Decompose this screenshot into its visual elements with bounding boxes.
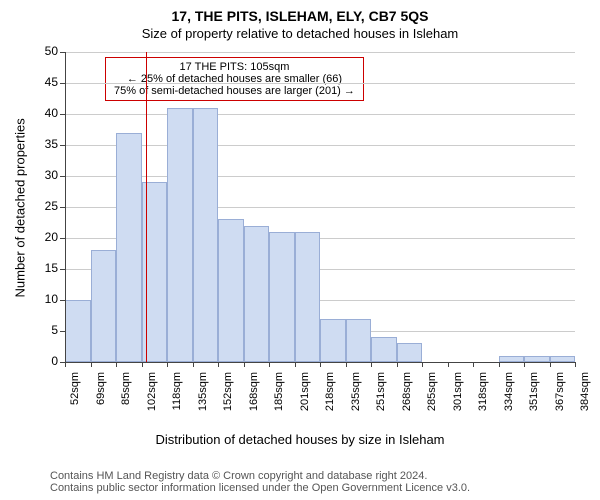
x-tick-label: 285sqm	[426, 372, 438, 422]
x-tick-label: 334sqm	[503, 372, 515, 422]
y-tick-label: 10	[30, 292, 58, 306]
histogram-bar	[295, 232, 321, 362]
y-tick-label: 15	[30, 261, 58, 275]
x-tick-label: 367sqm	[554, 372, 566, 422]
x-tick-label: 301sqm	[452, 372, 464, 422]
x-tick-label: 118sqm	[171, 372, 183, 422]
grid-line	[65, 83, 575, 84]
chart-subtitle: Size of property relative to detached ho…	[0, 24, 600, 41]
x-tick-label: 235sqm	[350, 372, 362, 422]
y-tick-label: 50	[30, 44, 58, 58]
grid-line	[65, 52, 575, 53]
footer-line-1: Contains HM Land Registry data © Crown c…	[50, 470, 470, 482]
y-tick-label: 5	[30, 323, 58, 337]
x-tick-label: 85sqm	[120, 372, 132, 422]
x-tick-label: 69sqm	[95, 372, 107, 422]
histogram-bar	[116, 133, 142, 362]
x-tick-label: 185sqm	[273, 372, 285, 422]
histogram-bar	[371, 337, 397, 362]
x-tick-label: 351sqm	[528, 372, 540, 422]
x-tick-label: 318sqm	[477, 372, 489, 422]
annotation-line-3: 75% of semi-detached houses are larger (…	[114, 85, 355, 97]
y-tick-label: 40	[30, 106, 58, 120]
x-tick-label: 251sqm	[375, 372, 387, 422]
histogram-bar	[218, 219, 244, 362]
histogram-bar	[91, 250, 117, 362]
histogram-bar	[346, 319, 372, 362]
y-tick-label: 45	[30, 75, 58, 89]
footer-line-2: Contains public sector information licen…	[50, 482, 470, 494]
chart-title: 17, THE PITS, ISLEHAM, ELY, CB7 5QS	[0, 0, 600, 24]
histogram-bar	[269, 232, 295, 362]
annotation-box: 17 THE PITS: 105sqm ← 25% of detached ho…	[105, 57, 364, 101]
y-tick-label: 20	[30, 230, 58, 244]
footer-text: Contains HM Land Registry data © Crown c…	[50, 470, 470, 494]
y-tick-label: 25	[30, 199, 58, 213]
x-tick-label: 201sqm	[299, 372, 311, 422]
histogram-bar	[320, 319, 346, 362]
x-tick-label: 135sqm	[197, 372, 209, 422]
grid-line	[65, 114, 575, 115]
x-tick-label: 218sqm	[324, 372, 336, 422]
y-tick-label: 0	[30, 354, 58, 368]
y-tick-label: 35	[30, 137, 58, 151]
y-axis-label: Number of detached properties	[13, 118, 28, 298]
x-tick-label: 152sqm	[222, 372, 234, 422]
y-axis	[65, 52, 66, 362]
x-tick	[575, 362, 576, 367]
annotation-line-1: 17 THE PITS: 105sqm	[114, 61, 355, 73]
marker-line	[146, 52, 147, 362]
histogram-bar	[167, 108, 193, 362]
grid-line	[65, 145, 575, 146]
x-tick-label: 168sqm	[248, 372, 260, 422]
histogram-bar	[244, 226, 270, 362]
x-axis	[65, 362, 575, 363]
histogram-bar	[65, 300, 91, 362]
chart-container: { "title": "17, THE PITS, ISLEHAM, ELY, …	[0, 0, 600, 500]
x-tick-label: 384sqm	[579, 372, 591, 422]
x-axis-label: Distribution of detached houses by size …	[0, 432, 600, 447]
x-tick-label: 102sqm	[146, 372, 158, 422]
grid-line	[65, 176, 575, 177]
histogram-bar	[397, 343, 423, 362]
histogram-bar	[193, 108, 219, 362]
y-tick-label: 30	[30, 168, 58, 182]
x-tick-label: 268sqm	[401, 372, 413, 422]
x-tick-label: 52sqm	[69, 372, 81, 422]
